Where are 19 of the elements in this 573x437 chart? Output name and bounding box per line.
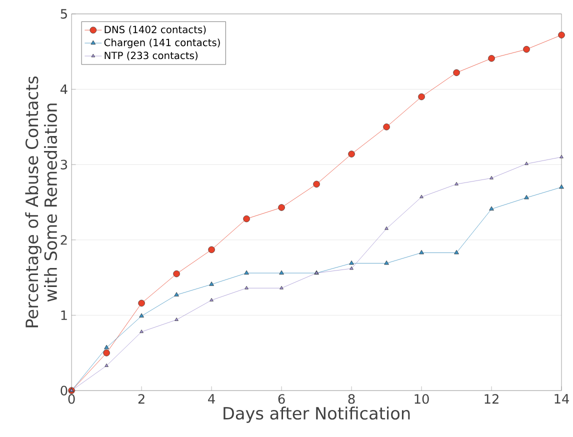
y-tick-label: 5 (60, 8, 67, 19)
legend-label: Chargen (141 contacts) (104, 38, 220, 48)
y-axis-title: Percentage of Abuse Contacts with Some Remediation (25, 76, 58, 328)
y-tick-label: 3 (60, 160, 68, 170)
y-tick-label: 4 (60, 84, 68, 94)
legend-label: DNS (1402 contacts) (104, 25, 206, 34)
y-tick-label: 2 (60, 234, 67, 245)
y-tick-label: 1 (61, 310, 67, 320)
x-tick-label: 10 (414, 394, 429, 404)
y-tick-label: 0 (60, 386, 68, 396)
x-tick-label: 8 (348, 394, 355, 404)
x-tick-label: 4 (208, 394, 215, 404)
x-tick-label: 12 (484, 394, 498, 404)
x-tick-label: 2 (138, 394, 144, 404)
x-axis-title: Days after Notification (224, 406, 410, 423)
x-tick-label: 6 (278, 394, 285, 404)
x-tick-label: 0 (68, 394, 75, 404)
legend-label: NTP (233 contacts) (104, 51, 198, 60)
x-tick-label: 14 (554, 394, 569, 404)
